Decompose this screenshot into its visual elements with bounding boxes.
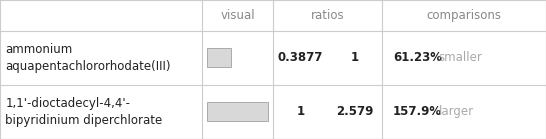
Text: comparisons: comparisons bbox=[426, 9, 502, 22]
Text: 2.579: 2.579 bbox=[336, 105, 373, 118]
Text: 0.3877: 0.3877 bbox=[277, 51, 323, 64]
Text: smaller: smaller bbox=[438, 51, 482, 64]
Text: 157.9%: 157.9% bbox=[393, 105, 442, 118]
Text: 61.23%: 61.23% bbox=[393, 51, 442, 64]
Text: 1,1'-dioctadecyl-4,4'-
bipyridinium diperchlorate: 1,1'-dioctadecyl-4,4'- bipyridinium dipe… bbox=[5, 97, 163, 127]
Text: visual: visual bbox=[220, 9, 255, 22]
Text: larger: larger bbox=[438, 105, 473, 118]
FancyBboxPatch shape bbox=[207, 102, 268, 121]
FancyBboxPatch shape bbox=[207, 48, 231, 67]
Text: ratios: ratios bbox=[311, 9, 345, 22]
Text: 1: 1 bbox=[351, 51, 359, 64]
Text: ammonium
aquapentachlororhodate(III): ammonium aquapentachlororhodate(III) bbox=[5, 43, 171, 73]
Text: 1: 1 bbox=[296, 105, 304, 118]
